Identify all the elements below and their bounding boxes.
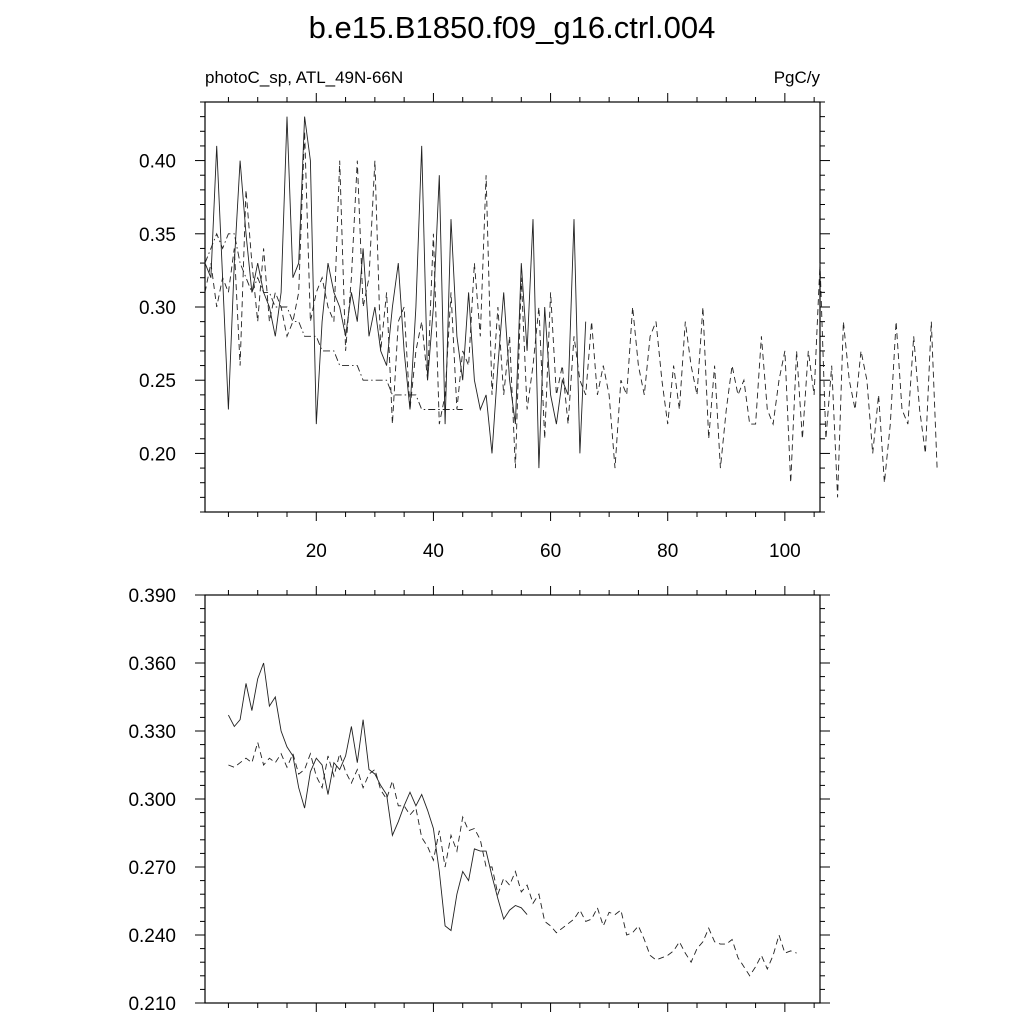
figure-title: b.e15.B1850.f09_g16.ctrl.004	[309, 10, 716, 45]
series-line-solid	[204, 116, 587, 469]
y-tick-label: 0.30	[139, 298, 176, 319]
y-tick-label: 0.270	[128, 858, 176, 879]
series-line-dashdot	[204, 232, 463, 410]
y-tick-label: 0.40	[139, 152, 176, 173]
x-tick-label: 80	[657, 541, 678, 562]
plot-frame	[204, 594, 821, 1004]
y-tick-label: 0.20	[139, 444, 176, 465]
y-tick-label: 0.330	[128, 722, 176, 743]
plot-frame	[204, 101, 821, 513]
series-line-dashed	[204, 131, 938, 498]
chart-right-label: PgC/y	[774, 68, 821, 87]
y-tick-label: 0.300	[128, 790, 176, 811]
y-tick-label: 0.360	[128, 654, 176, 675]
x-tick-label: 20	[306, 541, 327, 562]
chart-left-label: photoC_sp, ATL_49N-66N	[205, 68, 403, 87]
x-tick-label: 60	[540, 541, 561, 562]
x-tick-label: 40	[423, 541, 444, 562]
series-line-solid	[228, 662, 528, 932]
y-tick-label: 0.240	[128, 926, 176, 947]
y-tick-label: 0.35	[139, 225, 176, 246]
top-chart: photoC_sp, ATL_49N-66N PgC/y 20 40 60 80 100 0.…	[139, 68, 938, 562]
y-tick-label: 0.390	[128, 586, 176, 607]
bottom-chart: 0.210 0.240 0.270 0.300 0.330 0.360 0.390	[128, 586, 830, 1015]
y-tick-label: 0.25	[139, 371, 176, 392]
x-tick-label: 100	[769, 541, 801, 562]
y-tick-label: 0.210	[128, 994, 176, 1015]
series-line-dashed	[228, 740, 797, 977]
